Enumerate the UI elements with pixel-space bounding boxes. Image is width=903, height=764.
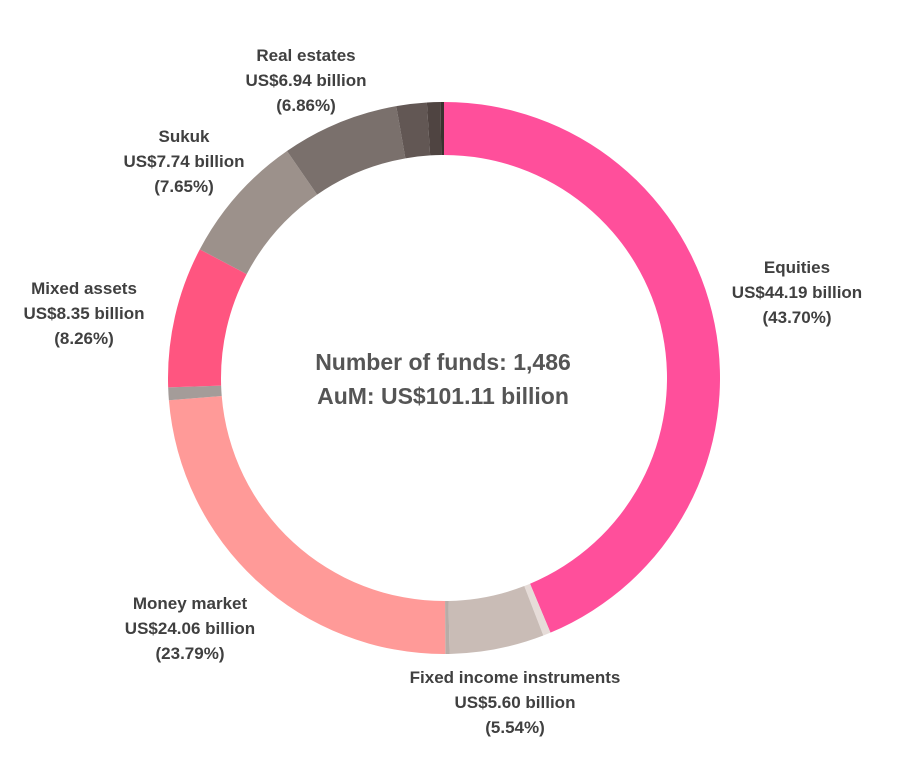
label-sukuk-name: Sukuk [158,127,210,146]
donut-slice-equities [444,102,721,633]
label-sukuk: Sukuk US$7.74 billion (7.65%) [124,124,245,199]
center-aum: AuM: US$101.11 billion [317,383,569,409]
label-real-estates-percent: (6.86%) [276,96,336,115]
donut-slice-sukuk [199,151,318,275]
donut-slice-other-dark-3 [440,102,444,156]
label-mixed-assets: Mixed assets US$8.35 billion (8.26%) [24,276,145,351]
label-sukuk-percent: (7.65%) [154,177,214,196]
center-funds-count: Number of funds: 1,486 [315,349,571,375]
donut-slice-other-dark-2 [426,102,442,156]
label-sukuk-value: US$7.74 billion [123,152,245,171]
label-real-estates-value: US$6.94 billion [245,71,367,90]
label-money-market-name: Money market [132,594,248,613]
donut-slice-mixed-assets [168,249,247,388]
label-fixed-income-name: Fixed income instruments [409,668,621,687]
label-mixed-assets-name: Mixed assets [31,279,137,298]
label-money-market: Money market US$24.06 billion (23.79%) [125,591,255,666]
label-equities-percent: (43.70%) [762,308,832,327]
donut-slice-other-grey [168,385,222,401]
label-money-market-value: US$24.06 billion [124,619,256,638]
donut-slice-other-light-1 [524,583,551,636]
label-equities: Equities US$44.19 billion (43.70%) [732,255,862,330]
label-money-market-percent: (23.79%) [155,644,225,663]
label-mixed-assets-value: US$8.35 billion [23,304,145,323]
donut-slice-other-dark-1 [396,102,431,159]
donut-slice-real-estates [286,106,406,195]
label-real-estates-name: Real estates [256,46,356,65]
label-equities-value: US$44.19 billion [731,283,863,302]
label-mixed-assets-percent: (8.26%) [54,329,114,348]
label-equities-name: Equities [763,258,831,277]
center-text: Number of funds: 1,486 AuM: US$101.11 bi… [315,345,571,413]
donut-slice-fixed-income [448,586,544,654]
donut-slice-other-light-2 [445,600,450,654]
donut-slice-money-market [168,395,446,654]
label-fixed-income: Fixed income instruments US$5.60 billion… [410,665,621,740]
label-fixed-income-value: US$5.60 billion [454,693,576,712]
label-real-estates: Real estates US$6.94 billion (6.86%) [246,43,367,118]
label-fixed-income-percent: (5.54%) [485,718,545,737]
